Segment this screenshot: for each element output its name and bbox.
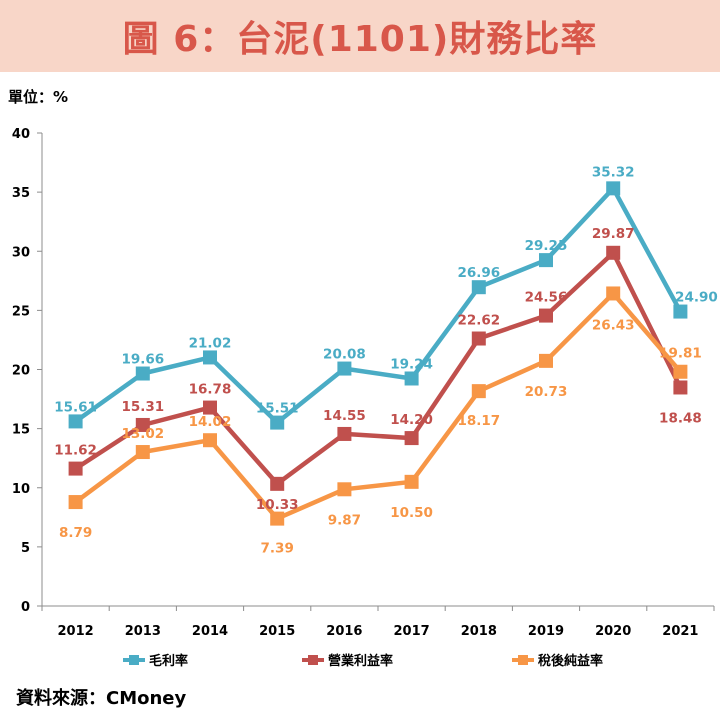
data-label: 16.78	[189, 382, 232, 398]
data-label: 24.56	[525, 290, 568, 306]
data-point	[270, 415, 285, 430]
data-point	[471, 280, 486, 295]
data-label: 10.50	[390, 505, 433, 521]
data-label: 18.17	[457, 413, 500, 429]
data-label: 11.62	[54, 443, 97, 459]
data-point	[471, 331, 486, 346]
data-label: 18.48	[659, 410, 702, 426]
legend-label: 毛利率	[149, 653, 188, 669]
y-tick-label: 15	[12, 423, 30, 438]
data-label: 10.33	[256, 497, 299, 513]
data-point	[539, 308, 553, 323]
x-tick-label: 2020	[595, 624, 631, 639]
legend-marker	[308, 655, 318, 665]
x-tick-label: 2018	[461, 624, 497, 639]
y-tick-label: 40	[12, 127, 30, 142]
data-label: 26.96	[457, 265, 500, 281]
x-tick-label: 2013	[125, 624, 161, 639]
series-line-2	[74, 250, 683, 487]
data-label: 21.02	[189, 335, 232, 351]
title-bar: 圖 6：台泥(1101)財務比率	[0, 0, 720, 72]
data-point	[404, 431, 419, 446]
data-point	[203, 433, 217, 448]
x-tick-label: 2014	[192, 624, 228, 639]
data-label: 19.81	[659, 346, 702, 362]
data-label: 15.31	[121, 399, 164, 415]
series-line-3	[74, 291, 683, 521]
data-point	[404, 474, 419, 489]
legend-item: 營業利益率	[302, 653, 393, 669]
data-label: 24.90	[675, 290, 718, 306]
y-tick-label: 35	[12, 186, 30, 201]
legend-label: 稅後純益率	[538, 653, 603, 669]
legend-label: 營業利益率	[328, 653, 393, 669]
legend-marker	[129, 655, 139, 665]
data-point	[606, 286, 621, 301]
y-tick-label: 30	[12, 245, 30, 260]
data-label: 35.32	[592, 164, 635, 180]
x-tick-label: 2017	[394, 624, 430, 639]
series-line-1	[74, 186, 683, 425]
data-label: 19.24	[390, 356, 433, 372]
data-point	[203, 400, 217, 415]
data-label: 8.79	[59, 525, 92, 541]
data-point	[68, 495, 83, 510]
data-label: 14.02	[189, 414, 232, 430]
data-label: 14.55	[323, 408, 366, 424]
data-label: 9.87	[328, 512, 361, 528]
legend-item: 稅後純益率	[512, 653, 603, 669]
y-tick-label: 20	[12, 364, 30, 379]
data-point	[68, 461, 83, 476]
data-point	[539, 253, 553, 268]
data-label: 29.87	[592, 226, 635, 242]
legend-marker	[518, 655, 528, 665]
data-point	[404, 371, 419, 386]
data-point	[135, 417, 150, 432]
data-point	[606, 245, 621, 260]
data-point	[539, 353, 553, 368]
y-tick-label: 0	[21, 600, 30, 615]
unit-label: 單位：%	[8, 88, 69, 106]
x-tick-label: 2012	[58, 624, 94, 639]
x-tick-label: 2019	[528, 624, 564, 639]
data-point	[606, 181, 621, 196]
chart-title: 圖 6：台泥(1101)財務比率	[122, 19, 598, 60]
data-label: 26.43	[592, 317, 635, 333]
data-point	[68, 414, 83, 429]
data-point	[270, 511, 285, 526]
data-label: 20.08	[323, 347, 366, 363]
x-tick-label: 2016	[326, 624, 362, 639]
data-label: 19.66	[121, 352, 164, 368]
source-label: 資料來源：CMoney	[16, 688, 187, 709]
x-tick-label: 2015	[259, 624, 295, 639]
data-point	[337, 426, 352, 441]
data-label: 20.73	[525, 384, 568, 400]
data-point	[203, 350, 217, 365]
data-point	[673, 304, 688, 319]
data-point	[337, 361, 352, 376]
data-point	[337, 482, 352, 497]
data-point	[135, 366, 150, 381]
data-label: 13.02	[121, 426, 164, 442]
x-tick-label: 2021	[662, 624, 698, 639]
legend-item: 毛利率	[123, 653, 188, 669]
y-tick-label: 5	[21, 541, 30, 556]
data-point	[270, 476, 285, 491]
data-label: 7.39	[261, 541, 294, 557]
data-label: 15.61	[54, 399, 97, 415]
data-label: 22.62	[457, 313, 500, 329]
data-point	[471, 384, 486, 399]
data-label: 29.25	[525, 238, 568, 254]
y-tick-label: 25	[12, 304, 30, 319]
data-point	[135, 445, 150, 460]
data-point	[673, 380, 688, 395]
y-tick-label: 10	[12, 482, 30, 497]
data-point	[673, 364, 688, 379]
data-label: 15.51	[256, 401, 299, 417]
data-label: 14.20	[390, 412, 433, 428]
